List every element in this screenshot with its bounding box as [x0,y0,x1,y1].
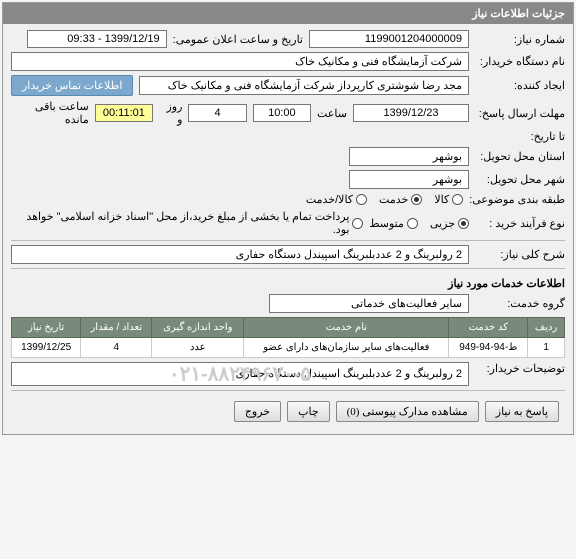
main-panel: جزئیات اطلاعات نیاز شماره نیاز: 11990012… [2,2,574,435]
purchase-type-label: نوع فرآیند خرید : [475,217,565,230]
city-label: شهر محل تحویل: [475,173,565,186]
row-need-no: شماره نیاز: 1199001204000009 تاریخ و ساع… [11,30,565,48]
buyer-org-label: نام دستگاه خریدار: [475,55,565,68]
creator-value: مجد رضا شوشتری کارپرداز شرکت آزمایشگاه ف… [139,76,469,95]
buyer-org-value: شرکت آزمایشگاه فنی و مکانیک خاک [11,52,469,71]
until-label: تا تاریخ: [475,130,565,143]
announce-value: 1399/12/19 - 09:33 [27,30,167,48]
service-group-value: سایر فعالیت‌های خدماتی [269,294,469,313]
province-label: استان محل تحویل: [475,150,565,163]
sharh-label: شرح کلی نیاز: [475,248,565,261]
td-qty: 4 [81,338,152,358]
radio-medium[interactable]: متوسط [369,217,418,230]
creator-label: ایجاد کننده: [475,79,565,92]
table-header-row: ردیف کد خدمت نام خدمت واحد اندازه گیری ت… [12,318,565,338]
row-until: تا تاریخ: [11,130,565,143]
td-row: 1 [528,338,565,358]
th-qty: تعداد / مقدار [81,318,152,338]
td-code: ط-94-94-949 [449,338,528,358]
announce-label: تاریخ و ساعت اعلان عمومی: [173,33,303,46]
days-count: 4 [188,104,246,122]
row-purchase-type: نوع فرآیند خرید : جزیی متوسط پرداخت تمام… [11,210,565,236]
deadline-time: 10:00 [253,104,311,122]
need-no-value: 1199001204000009 [309,30,469,48]
divider-3 [11,390,565,391]
radio-minor[interactable]: جزیی [430,217,469,230]
remaining-time: 00:11:01 [95,104,153,122]
respond-button[interactable]: پاسخ به نیاز [485,401,559,422]
row-sharh: شرح کلی نیاز: 2 رولبرینگ و 2 عددبلبرینگ … [11,245,565,264]
attachments-button[interactable]: مشاهده مدارک پیوستی (0) [336,401,479,422]
deadline-date: 1399/12/23 [353,104,469,122]
th-code: کد خدمت [449,318,528,338]
row-buyer-org: نام دستگاه خریدار: شرکت آزمایشگاه فنی و … [11,52,565,71]
sharh-value: 2 رولبرینگ و 2 عددبلبرینگ اسپیندل دستگاه… [11,245,469,264]
exit-button[interactable]: خروج [234,401,281,422]
th-name: نام خدمت [244,318,449,338]
th-unit: واحد اندازه گیری [152,318,244,338]
panel-body: شماره نیاز: 1199001204000009 تاریخ و ساع… [3,24,573,434]
row-service-group: گروه خدمت: سایر فعالیت‌های خدماتی [11,294,565,313]
table-row: 1 ط-94-94-949 فعالیت‌های سایر سازمان‌های… [12,338,565,358]
row-buyer-notes: توضیحات خریدار: 2 رولبرینگ و 2 عددبلبرین… [11,362,565,386]
purchase-type-radios: جزیی متوسط [369,217,469,230]
th-row: ردیف [528,318,565,338]
province-value: بوشهر [349,147,469,166]
time-word-1: ساعت [317,107,347,120]
row-creator: ایجاد کننده: مجد رضا شوشتری کارپرداز شرک… [11,75,565,96]
city-value: بوشهر [349,170,469,189]
category-label: طبقه بندی موضوعی: [469,193,565,206]
radio-goods-service[interactable]: کالا/خدمت [306,193,367,206]
row-province: استان محل تحویل: بوشهر [11,147,565,166]
panel-title: جزئیات اطلاعات نیاز [3,3,573,24]
buyer-notes-value: 2 رولبرینگ و 2 عددبلبرینگ اسپیندل دستگاه… [236,368,462,380]
services-table: ردیف کد خدمت نام خدمت واحد اندازه گیری ت… [11,317,565,358]
row-category: طبقه بندی موضوعی: کالا خدمت کالا/خدمت [11,193,565,206]
remaining-word: ساعت باقی مانده [11,100,89,126]
payment-note-check: پرداخت تمام یا بخشی از مبلغ خرید،از محل … [11,210,363,236]
radio-service[interactable]: خدمت [379,193,422,206]
buyer-notes-label: توضیحات خریدار: [475,362,565,386]
buyer-info-button[interactable]: اطلاعات تماس خریدار [11,75,133,96]
print-button[interactable]: چاپ [287,401,330,422]
footer-buttons: پاسخ به نیاز مشاهده مدارک پیوستی (0) چاپ… [11,395,565,428]
category-radios: کالا خدمت کالا/خدمت [306,193,463,206]
td-unit: عدد [152,338,244,358]
td-date: 1399/12/25 [12,338,81,358]
divider-2 [11,268,565,269]
service-group-label: گروه خدمت: [475,297,565,310]
row-deadline: مهلت ارسال پاسخ: 1399/12/23 ساعت 10:00 4… [11,100,565,126]
radio-goods[interactable]: کالا [434,193,463,206]
deadline-label: مهلت ارسال پاسخ: [475,107,565,120]
row-city: شهر محل تحویل: بوشهر [11,170,565,189]
td-name: فعالیت‌های سایر سازمان‌های دارای عضو [244,338,449,358]
days-word: روز و [159,100,182,126]
buyer-notes-box: 2 رولبرینگ و 2 عددبلبرینگ اسپیندل دستگاه… [11,362,469,386]
th-date: تاریخ نیاز [12,318,81,338]
need-no-label: شماره نیاز: [475,33,565,46]
services-header: اطلاعات خدمات مورد نیاز [11,273,565,294]
divider-1 [11,240,565,241]
